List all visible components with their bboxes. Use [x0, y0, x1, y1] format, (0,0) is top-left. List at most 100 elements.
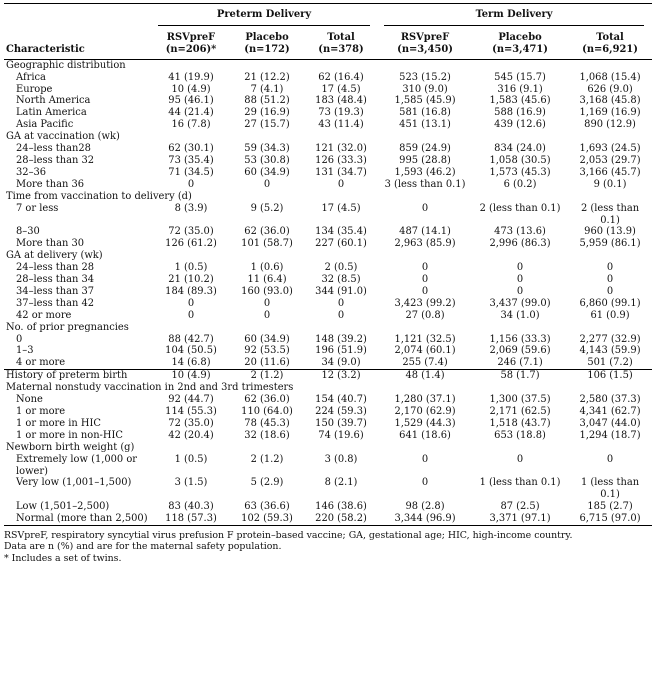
table-row: Africa 41 (19.9) 21 (12.2) 62 (16.4) 523 (15…	[4, 72, 652, 84]
cell-value: 62 (36.0)	[244, 394, 290, 406]
cell-value: 2 (less than 0.1)	[580, 202, 640, 226]
column-header-name: Total	[327, 31, 355, 43]
cell-value: 6 (0.2)	[503, 178, 537, 190]
cell-value: 3 (0.8)	[324, 453, 358, 465]
section-row: Time from vaccination to delivery (d)	[4, 191, 652, 203]
row-label: 34–less than 37	[16, 285, 95, 297]
table-row: 24–less than28 62 (30.1) 59 (34.3) 121 (32.…	[4, 143, 652, 155]
table-row: 8–30 72 (35.0) 62 (36.0) 134 (35.4) 487 (14.…	[4, 226, 652, 238]
cell-value: 0	[263, 178, 271, 190]
cell-value: 21 (10.2)	[168, 274, 214, 286]
cell-value: 1,294 (18.7)	[579, 429, 641, 441]
section-row: GA at delivery (wk)	[4, 250, 652, 262]
cell-value: 2,170 (62.9)	[394, 406, 456, 417]
cell-value: 523 (15.2)	[399, 71, 451, 83]
group-header-term: Term Delivery	[378, 3, 652, 30]
cell-value: 12 (3.2)	[304, 369, 379, 383]
cell-value: 34 (1.0)	[500, 309, 540, 321]
cell-value: 11 (6.4)	[247, 274, 287, 286]
cell-value: 9 (0.1)	[593, 178, 627, 190]
cell-value: 34 (9.0)	[321, 357, 361, 369]
cell-value: 92 (44.7)	[168, 394, 214, 406]
column-header-n: (n=3,471)	[492, 43, 548, 55]
row-label: History of preterm birth	[4, 369, 152, 383]
row-label: 42 or more	[16, 309, 72, 321]
cell-value: 2,053 (29.7)	[579, 154, 641, 166]
table-row: Low (1,501–2,500) 83 (40.3) 63 (36.6) 146 (…	[4, 501, 652, 513]
cell-value: 59 (34.3)	[244, 143, 290, 155]
cell-value: 626 (9.0)	[587, 83, 633, 95]
cell-value: 2,580 (37.3)	[579, 394, 641, 406]
footnote-twins: * Includes a set of twins.	[4, 552, 122, 564]
table-row: 1 or more in non-HIC 42 (20.4) 32 (18.6) 74…	[4, 430, 652, 442]
section-row: GA at vaccination (wk)	[4, 131, 652, 143]
cell-value: 160 (93.0)	[241, 285, 293, 297]
row-label: 24–less than 28	[16, 262, 95, 274]
cell-value: 73 (35.4)	[168, 154, 214, 166]
row-label: 1 or more in HIC	[16, 417, 101, 429]
row-label: 1 or more	[16, 406, 66, 417]
cell-value: 0	[516, 285, 524, 297]
cell-value: 196 (51.9)	[315, 345, 367, 357]
cell-value: 1,593 (46.2)	[394, 166, 456, 178]
column-header-4: Placebo (n=3,471)	[472, 29, 569, 60]
cell-value: 118 (57.3)	[165, 513, 217, 525]
cell-value: 73 (19.3)	[318, 107, 364, 119]
cell-value: 121 (32.0)	[315, 143, 367, 155]
cell-value: 1 (0.6)	[250, 262, 284, 274]
group-header-empty	[4, 3, 152, 30]
maternal-characteristics-table: Preterm Delivery Term Delivery Character…	[4, 3, 653, 564]
cell-value: 88 (51.2)	[244, 95, 290, 107]
table-row: Asia Pacific 16 (7.8) 27 (15.7) 43 (11.4) 45…	[4, 119, 652, 131]
table-row: 1 or more in HIC 72 (35.0) 78 (45.3) 150 (3…	[4, 418, 652, 430]
cell-value: 63 (36.6)	[244, 501, 290, 513]
table-row: Normal (more than 2,500) 118 (57.3) 102 (5…	[4, 513, 652, 525]
table-row: North America 95 (46.1) 88 (51.2) 183 (48.4…	[4, 95, 652, 107]
cell-value: 1,529 (44.3)	[394, 417, 456, 429]
cell-value: 1,058 (30.5)	[489, 154, 551, 166]
cell-value: 17 (4.5)	[321, 83, 361, 95]
cell-value: 2,963 (85.9)	[394, 238, 456, 250]
cell-value: 641 (18.6)	[399, 429, 451, 441]
cell-value: 72 (35.0)	[168, 226, 214, 238]
cell-value: 3,166 (45.7)	[579, 166, 641, 178]
cell-value: 0	[337, 178, 345, 190]
cell-value: 184 (89.3)	[165, 285, 217, 297]
row-label: 28–less than 34	[16, 274, 95, 286]
cell-value: 2,074 (60.1)	[394, 345, 456, 357]
cell-value: 1,573 (45.3)	[489, 166, 551, 178]
cell-value: 0	[421, 453, 429, 465]
cell-value: 74 (19.6)	[318, 429, 364, 441]
cell-value: 44 (21.4)	[168, 107, 214, 119]
column-header-0: RSVpreF (n=206)*	[152, 29, 230, 60]
cell-value: 0	[421, 285, 429, 297]
cell-value: 148 (39.2)	[315, 333, 367, 345]
row-label: North America	[16, 95, 91, 107]
cell-value: 21 (12.2)	[244, 71, 290, 83]
group-header-preterm: Preterm Delivery	[152, 3, 378, 30]
cell-value: 27 (15.7)	[244, 119, 290, 131]
cell-value: 0	[516, 262, 524, 274]
cell-value: 42 (20.4)	[168, 429, 214, 441]
cell-value: 60 (34.9)	[244, 333, 290, 345]
cell-value: 110 (64.0)	[241, 406, 293, 417]
cell-value: 29 (16.9)	[244, 107, 290, 119]
column-header-n: (n=6,921)	[582, 43, 638, 55]
cell-value: 2 (1.2)	[230, 369, 304, 383]
cell-value: 0	[187, 309, 195, 321]
cell-value: 78 (45.3)	[244, 417, 290, 429]
table-row: 4 or more 14 (6.8) 20 (11.6) 34 (9.0) 255 (7…	[4, 357, 652, 369]
row-label: 7 or less	[16, 202, 59, 214]
cell-value: 0	[421, 262, 429, 274]
row-label: Extremely low (1,000 or lower)	[16, 453, 138, 477]
cell-value: 2 (0.5)	[324, 262, 358, 274]
cell-value: 439 (12.6)	[494, 119, 546, 131]
table-row: Latin America 44 (21.4) 29 (16.9) 73 (19.3)…	[4, 107, 652, 119]
cell-value: 487 (14.1)	[399, 226, 451, 238]
row-label: 4 or more	[16, 357, 66, 369]
cell-value: 131 (34.7)	[315, 166, 367, 178]
cell-value: 1 (0.5)	[174, 453, 208, 465]
cell-value: 83 (40.3)	[168, 501, 214, 513]
row-label: Asia Pacific	[16, 119, 74, 131]
table-row: 0 88 (42.7) 60 (34.9) 148 (39.2) 1,121 (32.5…	[4, 334, 652, 346]
